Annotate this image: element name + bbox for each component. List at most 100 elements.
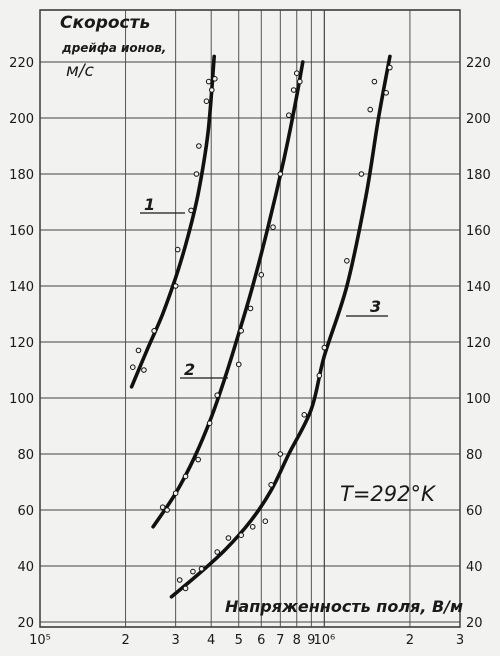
series-2-point — [164, 507, 170, 513]
series-3-point — [198, 566, 205, 572]
y-tick-label-right: 100 — [466, 392, 491, 407]
series-1-curve — [129, 54, 216, 389]
series-2-point — [214, 392, 221, 399]
series-2-point — [195, 456, 201, 463]
series-2-point — [247, 305, 254, 312]
series-1-point — [174, 246, 181, 253]
y-tick-label-left: 140 — [9, 280, 34, 295]
x-tick-label: 6 — [257, 633, 265, 648]
series-1-point — [135, 347, 142, 354]
x-tick-label: 4 — [207, 633, 215, 648]
series-3-curve — [169, 54, 392, 599]
series-3-point — [383, 90, 389, 96]
y-tick-label-right: 20 — [466, 616, 483, 631]
y-tick-label-left: 180 — [9, 168, 34, 183]
series-3-point — [182, 585, 189, 592]
series-1-point — [196, 143, 202, 149]
y-tick-label-right: 180 — [466, 168, 491, 183]
y-tick-label-right: 80 — [466, 448, 483, 463]
x-tick-label: 7 — [276, 633, 284, 648]
series-1-point — [141, 367, 147, 373]
y-tick-label-left: 40 — [17, 560, 34, 575]
series-3-point — [249, 524, 256, 530]
y-tick-label-right: 220 — [466, 56, 491, 71]
grid — [39, 9, 461, 628]
series-2-label: 2 — [184, 360, 195, 379]
series-3-point — [387, 64, 393, 71]
series-2-point — [182, 473, 189, 480]
y-tick-label-left: 100 — [9, 392, 34, 407]
series-2-point — [172, 490, 179, 497]
series-3-point — [225, 535, 232, 541]
series-1-point — [193, 171, 200, 177]
x-tick-label: 10⁵ — [29, 633, 51, 648]
series-2-point — [286, 112, 292, 118]
y-tick-label-right: 160 — [466, 224, 491, 239]
series-2-point — [270, 224, 276, 230]
y-tick-label-right: 140 — [466, 280, 491, 295]
series-2-point — [159, 504, 166, 511]
series-1-point — [151, 328, 157, 334]
series-3-point — [214, 549, 221, 555]
y-axis-title-line-3: м/с — [66, 61, 95, 81]
series-3-point — [301, 412, 308, 418]
temperature-annotation: T=292°K — [340, 482, 437, 506]
series-3-point — [268, 482, 274, 488]
series-3-point — [190, 568, 196, 575]
series-2-point — [293, 70, 300, 76]
y-tick-label-right: 120 — [466, 336, 491, 351]
curves — [129, 54, 392, 599]
series-1-label: 1 — [144, 195, 155, 214]
y-tick-label-left: 220 — [9, 56, 34, 71]
series-1-point — [205, 78, 212, 85]
y-tick-label-right: 40 — [466, 560, 483, 575]
series-1-point — [172, 283, 179, 289]
x-tick-label: 5 — [235, 633, 243, 648]
series-1-point — [212, 76, 218, 82]
series-3-point — [316, 372, 323, 379]
series-2-point — [290, 87, 297, 93]
series-3-point — [238, 532, 244, 539]
y-tick-label-left: 160 — [9, 224, 34, 239]
series-3-label: 3 — [370, 297, 381, 316]
x-axis-title: Напряженность поля, В/м — [225, 597, 463, 616]
series-2-point — [258, 272, 265, 278]
series-3-point — [262, 518, 269, 525]
y-tick-label-left: 60 — [17, 504, 34, 519]
y-tick-label-left: 200 — [9, 112, 34, 127]
x-tick-label: 3 — [456, 633, 464, 648]
series-3-point — [176, 577, 183, 583]
series-2-curve — [151, 60, 305, 529]
series-3-point — [344, 258, 350, 264]
series-1-point — [203, 98, 210, 104]
x-tick-label: 2 — [406, 633, 414, 648]
x-tick-label: 3 — [172, 633, 180, 648]
y-tick-label-right: 60 — [466, 504, 483, 519]
series-3-point — [367, 106, 374, 113]
x-tick-label: 8 — [293, 633, 301, 648]
y-tick-label-left: 20 — [17, 616, 34, 631]
series-3-point — [358, 171, 365, 177]
series-2-point — [206, 420, 213, 427]
series-2-point — [235, 361, 242, 368]
series-1-point — [209, 87, 215, 93]
y-tick-label-left: 80 — [17, 448, 34, 463]
y-axis-title-line-2: дрейфа ионов, — [61, 41, 166, 55]
x-tick-label: 10⁶ — [313, 633, 335, 648]
series-1-point — [188, 207, 194, 214]
series-2-point — [238, 328, 244, 334]
series-1-point — [129, 364, 136, 371]
series-3-point — [371, 78, 378, 85]
plot-frame — [39, 9, 461, 628]
series-3-point — [321, 344, 328, 351]
tick-labels: 20 20 40 40 60 60 80 80 100 100 120 120 140 140 160 160… — [9, 56, 491, 648]
series-3-point — [277, 451, 284, 457]
series-2-point — [277, 171, 284, 177]
y-axis-title-line-1: Скорость — [60, 13, 150, 33]
data-points — [129, 64, 393, 592]
x-tick-label: 2 — [121, 633, 129, 648]
series-2-point — [297, 78, 303, 85]
y-tick-label-right: 200 — [466, 112, 491, 127]
